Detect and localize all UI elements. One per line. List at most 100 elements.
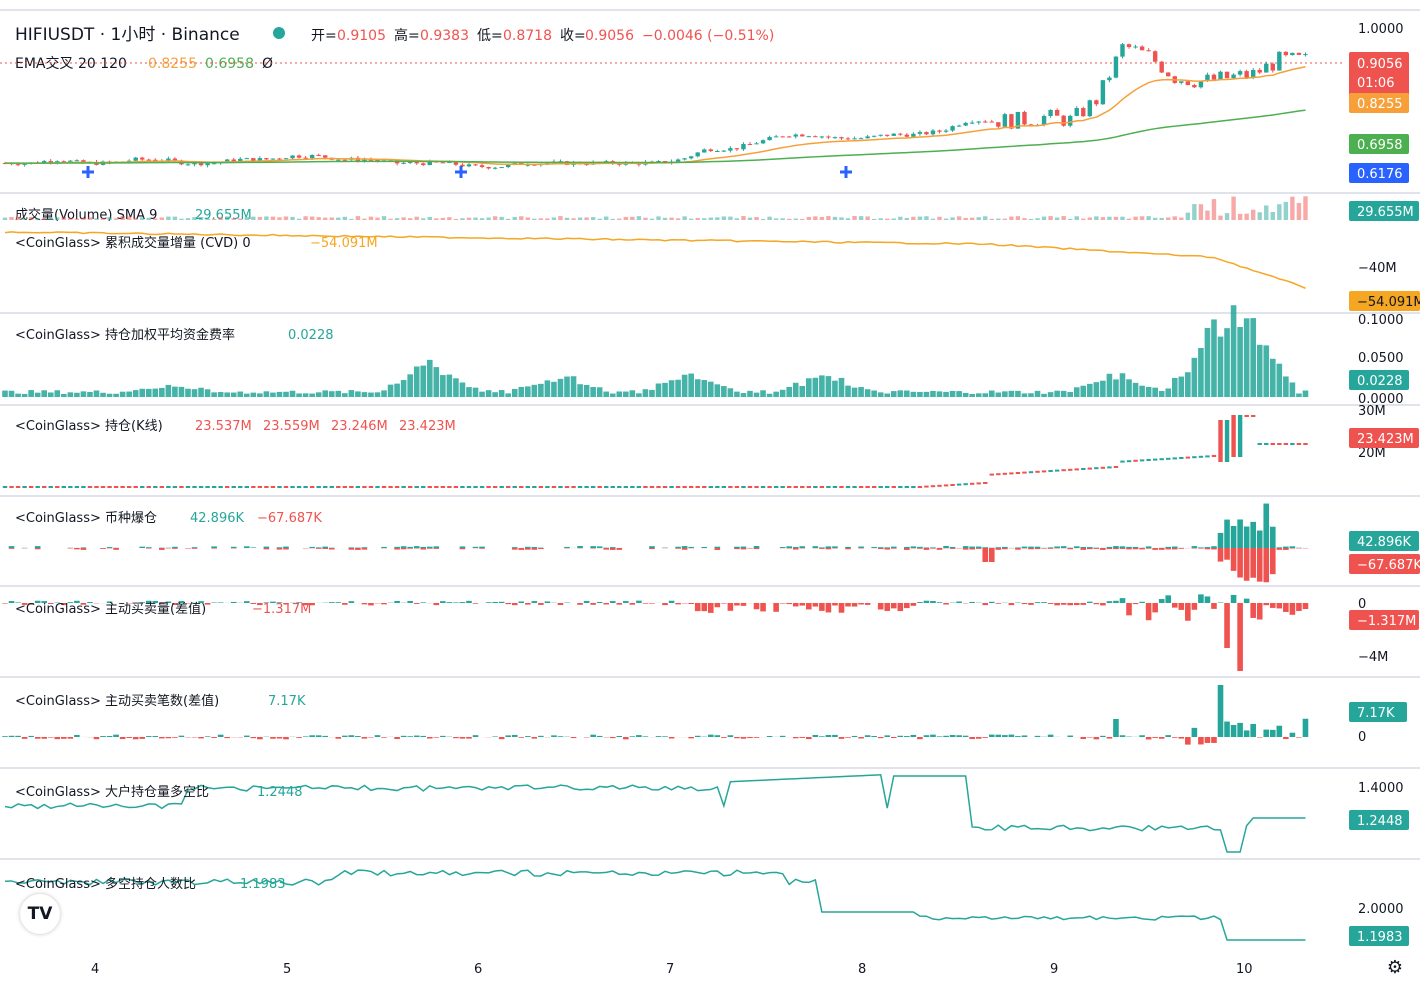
liq-bars — [8, 503, 1309, 583]
volume-bar — [68, 218, 73, 220]
candle-body — [466, 164, 472, 167]
candle-body — [1139, 46, 1145, 51]
funding-bar — [466, 387, 472, 397]
funding-bar — [492, 392, 498, 397]
oi-candle — [388, 486, 393, 488]
funding-bar — [1283, 376, 1289, 397]
liq-long-bar — [1015, 547, 1021, 548]
volume-bar — [878, 218, 883, 220]
volume-bar — [42, 218, 47, 220]
liq-title[interactable]: <CoinGlass> 币种爆仓 — [15, 511, 157, 526]
funding-bar — [773, 391, 779, 397]
liq-short-bar — [923, 548, 930, 550]
oi-candle — [584, 486, 589, 488]
top-ratio-title[interactable]: <CoinGlass> 大户持仓量多空比 — [15, 784, 209, 800]
liq-short-bar — [8, 548, 15, 549]
taker-volume-bar — [348, 601, 355, 603]
taker-volume-bar — [250, 603, 257, 604]
tradingview-logo[interactable]: TV — [20, 894, 60, 934]
account-ratio-title[interactable]: <CoinGlass> 多空持仓人数比 — [15, 876, 196, 892]
candle-body — [421, 163, 426, 166]
liq-short-bar — [1224, 548, 1230, 560]
liq-long-bar — [1250, 521, 1256, 548]
candle-body — [976, 121, 981, 123]
taker-count-bar — [525, 736, 531, 737]
liq-long-bar — [832, 546, 838, 548]
taker-volume-bar — [47, 603, 54, 604]
candle-body — [140, 157, 145, 160]
volume-bar — [604, 216, 609, 220]
candle-body — [48, 161, 53, 163]
taker-volume-bar — [753, 603, 760, 610]
ohlc-close-label: 收= — [560, 28, 586, 44]
gear-icon[interactable]: ⚙ — [1386, 957, 1404, 978]
oi-candle — [688, 486, 694, 488]
taker-count-title[interactable]: <CoinGlass> 主动买卖笔数(差值) — [15, 693, 219, 709]
funding-bar — [1204, 327, 1211, 397]
funding-bar — [1152, 387, 1158, 397]
taker-volume-bar — [740, 603, 747, 606]
taker-volume-bar — [1158, 599, 1165, 603]
funding-bar — [714, 384, 721, 397]
oi-candle — [1303, 443, 1308, 445]
taker-volume-bar — [1269, 603, 1276, 608]
liq-long-bar — [106, 547, 113, 548]
funding-bar — [368, 392, 374, 397]
taker-volume-bar — [1145, 603, 1152, 621]
volume-title[interactable]: 成交量(Volume) SMA 9 — [15, 207, 157, 223]
symbol-title[interactable]: HIFIUSDT · 1小时 · Binance — [15, 25, 240, 45]
taker-count-bar — [956, 735, 962, 737]
oi-candle — [564, 486, 570, 488]
volume-bar — [1100, 217, 1106, 220]
funding-bar — [649, 389, 655, 397]
tradingview-logo-text: TV — [27, 904, 53, 924]
liq-short-bar — [191, 548, 198, 549]
oi-candle — [793, 486, 798, 488]
liq-long-bar — [904, 546, 910, 548]
candle-body — [1152, 51, 1158, 62]
taker-count-bar — [721, 737, 727, 738]
liq-long-bar — [969, 546, 975, 548]
liq-long-bar — [433, 546, 440, 548]
funding-bar — [152, 388, 159, 397]
oi-candle — [55, 486, 60, 488]
candle-body — [813, 136, 818, 138]
taker-volume-bar — [41, 601, 48, 603]
volume-bar — [826, 216, 831, 220]
volume-bars — [2, 196, 1308, 220]
cvd-title[interactable]: <CoinGlass> 累积成交量增量 (CVD) 0 — [15, 235, 251, 251]
funding-bar — [949, 390, 956, 397]
taker-volume-bar — [1185, 603, 1191, 621]
oi-candle — [708, 486, 713, 488]
candle-body — [283, 158, 289, 160]
taker-volume-bar — [243, 601, 250, 603]
oi-title[interactable]: <CoinGlass> 持仓(K线) — [15, 419, 163, 434]
taker-volume-bar — [407, 600, 413, 603]
volume-bar — [120, 216, 125, 220]
funding-title[interactable]: <CoinGlass> 持仓加权平均资金费率 — [15, 327, 235, 343]
oi-candle — [969, 482, 975, 485]
liq-long-bar — [740, 546, 747, 548]
candle-body — [956, 125, 962, 127]
ohlc-low-label: 低= — [477, 28, 503, 44]
oi-candle — [1179, 457, 1184, 459]
candle-body — [205, 163, 210, 166]
liq-short-bar — [616, 548, 623, 550]
candle-body — [1205, 74, 1210, 82]
candle-body — [695, 152, 700, 157]
liq-short-bar — [753, 548, 760, 550]
candle-body — [1133, 46, 1138, 48]
oi-candle — [492, 486, 498, 488]
volume-bar — [891, 218, 896, 220]
liq-short-bar — [792, 548, 799, 550]
volume-bar — [355, 216, 361, 220]
funding-bar — [296, 393, 302, 397]
volume-bar — [669, 217, 674, 220]
taker-count-bar — [342, 735, 348, 737]
taker-volume-title[interactable]: <CoinGlass> 主动买卖量(差值) — [15, 601, 206, 617]
liq-long-bar — [531, 547, 538, 548]
oi-candle — [721, 486, 727, 488]
ema-slow-line — [4, 109, 1306, 164]
taker-count-bar — [832, 734, 838, 737]
